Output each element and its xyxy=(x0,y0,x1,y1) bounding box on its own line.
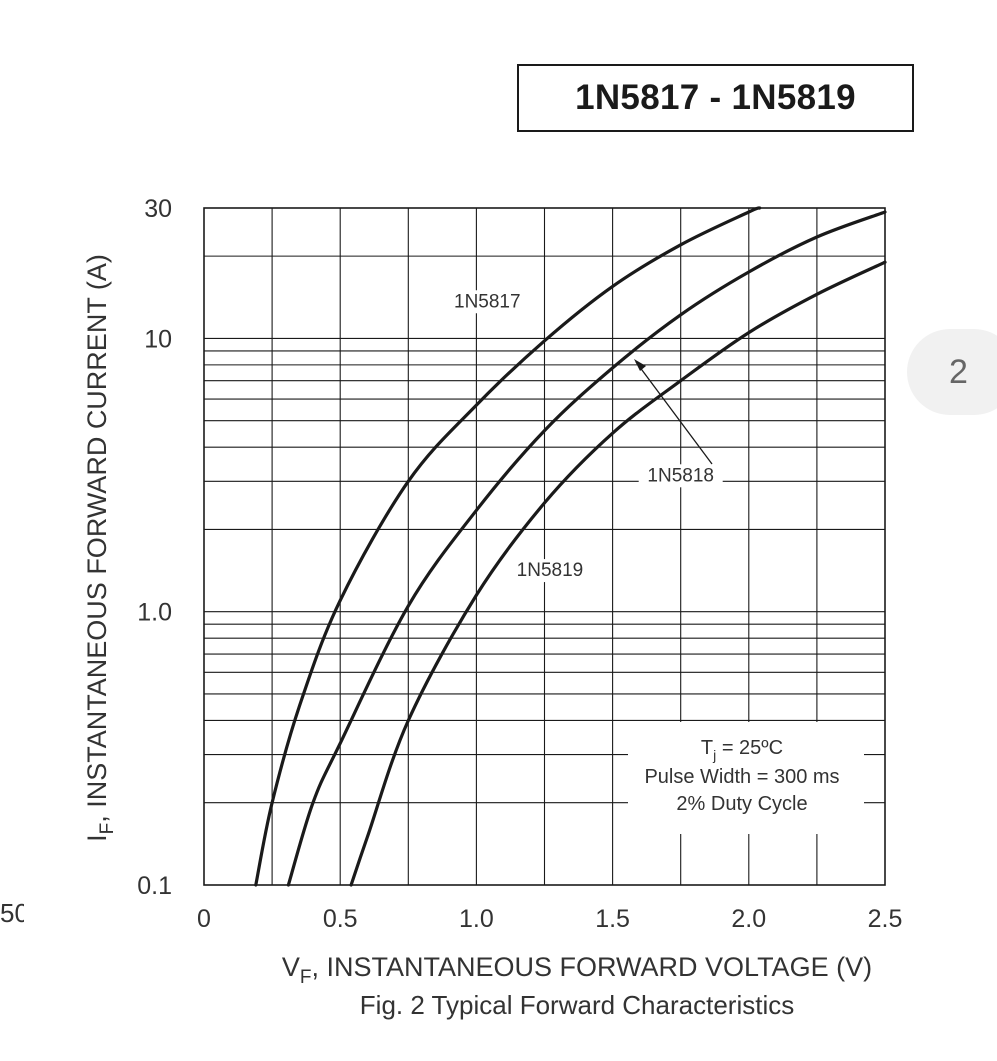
1N5818-leader-line xyxy=(635,361,713,465)
chart-series-labels: 1N5817 1N5818 1N5819 xyxy=(445,290,723,583)
pulse-width-note: Pulse Width = 300 ms xyxy=(644,766,839,788)
x-tick-label: 1.5 xyxy=(595,905,630,933)
y-axis-title: IF, INSTANTANEOUS FORWARD CURRENT (A) xyxy=(82,254,118,842)
conditions-box-background xyxy=(628,722,864,834)
x-tick-label: 2.0 xyxy=(731,905,766,933)
x-tick-label: 2.5 xyxy=(868,905,903,933)
series-label-background xyxy=(507,559,592,583)
page-number-label: 2 xyxy=(949,353,968,391)
y-tick-label: 30 xyxy=(144,195,172,223)
x-tick-label: 0 xyxy=(197,905,211,933)
junction-temperature-note: Tj = 25ºC xyxy=(701,737,783,763)
duty-cycle-note: 2% Duty Cycle xyxy=(676,793,807,815)
page-number-tab[interactable]: 2 xyxy=(907,329,997,415)
y-tick-label: 0.1 xyxy=(137,872,172,900)
series-label-background xyxy=(638,464,723,488)
curve-1N5818 xyxy=(286,210,887,887)
chart-curves xyxy=(254,206,887,887)
1N5818-leader-arrowhead xyxy=(634,359,646,371)
margin-fragment: 50 xyxy=(0,898,24,928)
series-label-background xyxy=(445,290,530,314)
x-tick-label: 1.0 xyxy=(459,905,494,933)
plot-frame xyxy=(203,207,886,886)
x-axis-title: VF, INSTANTANEOUS FORWARD VOLTAGE (V) xyxy=(282,952,872,988)
curve-1N5817 xyxy=(254,206,762,887)
y-tick-label: 1.0 xyxy=(137,599,172,627)
x-tick-label: 0.5 xyxy=(323,905,358,933)
part-number-title: 1N5817 - 1N5819 xyxy=(517,64,914,132)
figure-caption: Fig. 2 Typical Forward Characteristics xyxy=(360,990,794,1020)
y-tick-label: 10 xyxy=(144,325,172,353)
series-label-1N5817: 1N5817 xyxy=(454,291,521,312)
series-label-1N5818: 1N5818 xyxy=(647,465,714,486)
curve-1N5819 xyxy=(349,260,887,887)
chart-tick-labels: 0 0.5 1.0 1.5 2.0 2.5 0.1 1.0 10 30 xyxy=(137,195,902,933)
series-label-1N5819: 1N5819 xyxy=(517,560,584,581)
